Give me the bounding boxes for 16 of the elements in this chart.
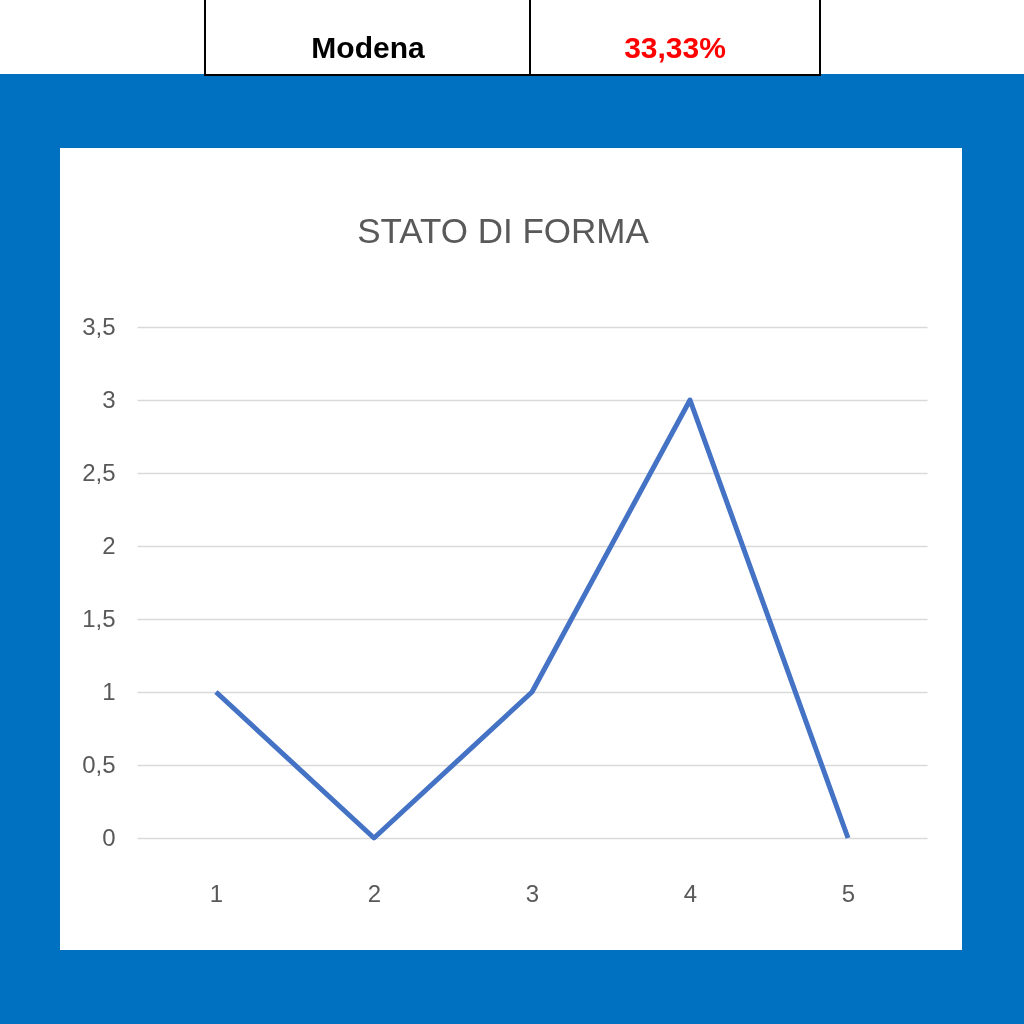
y-tick-label: 2,5 [82,458,116,486]
x-tick-label: 2 [367,879,382,907]
y-tick-label: 2 [102,531,116,559]
y-tick-label: 0 [102,823,116,851]
x-tick-label: 1 [209,879,224,907]
y-tick-label: 3 [102,385,116,413]
chart-title: STATO DI FORMA [357,211,650,250]
y-tick-label: 0,5 [82,750,116,778]
x-tick-label: 5 [841,879,856,907]
text: 33,33% [624,31,726,64]
y-tick-label: 1 [102,677,116,705]
x-tick-label: 4 [683,879,698,907]
x-tick-label: 3 [525,879,540,907]
y-tick-label: 3,5 [82,312,116,340]
y-tick-label: 1,5 [82,604,116,632]
text: Modena [311,31,425,64]
